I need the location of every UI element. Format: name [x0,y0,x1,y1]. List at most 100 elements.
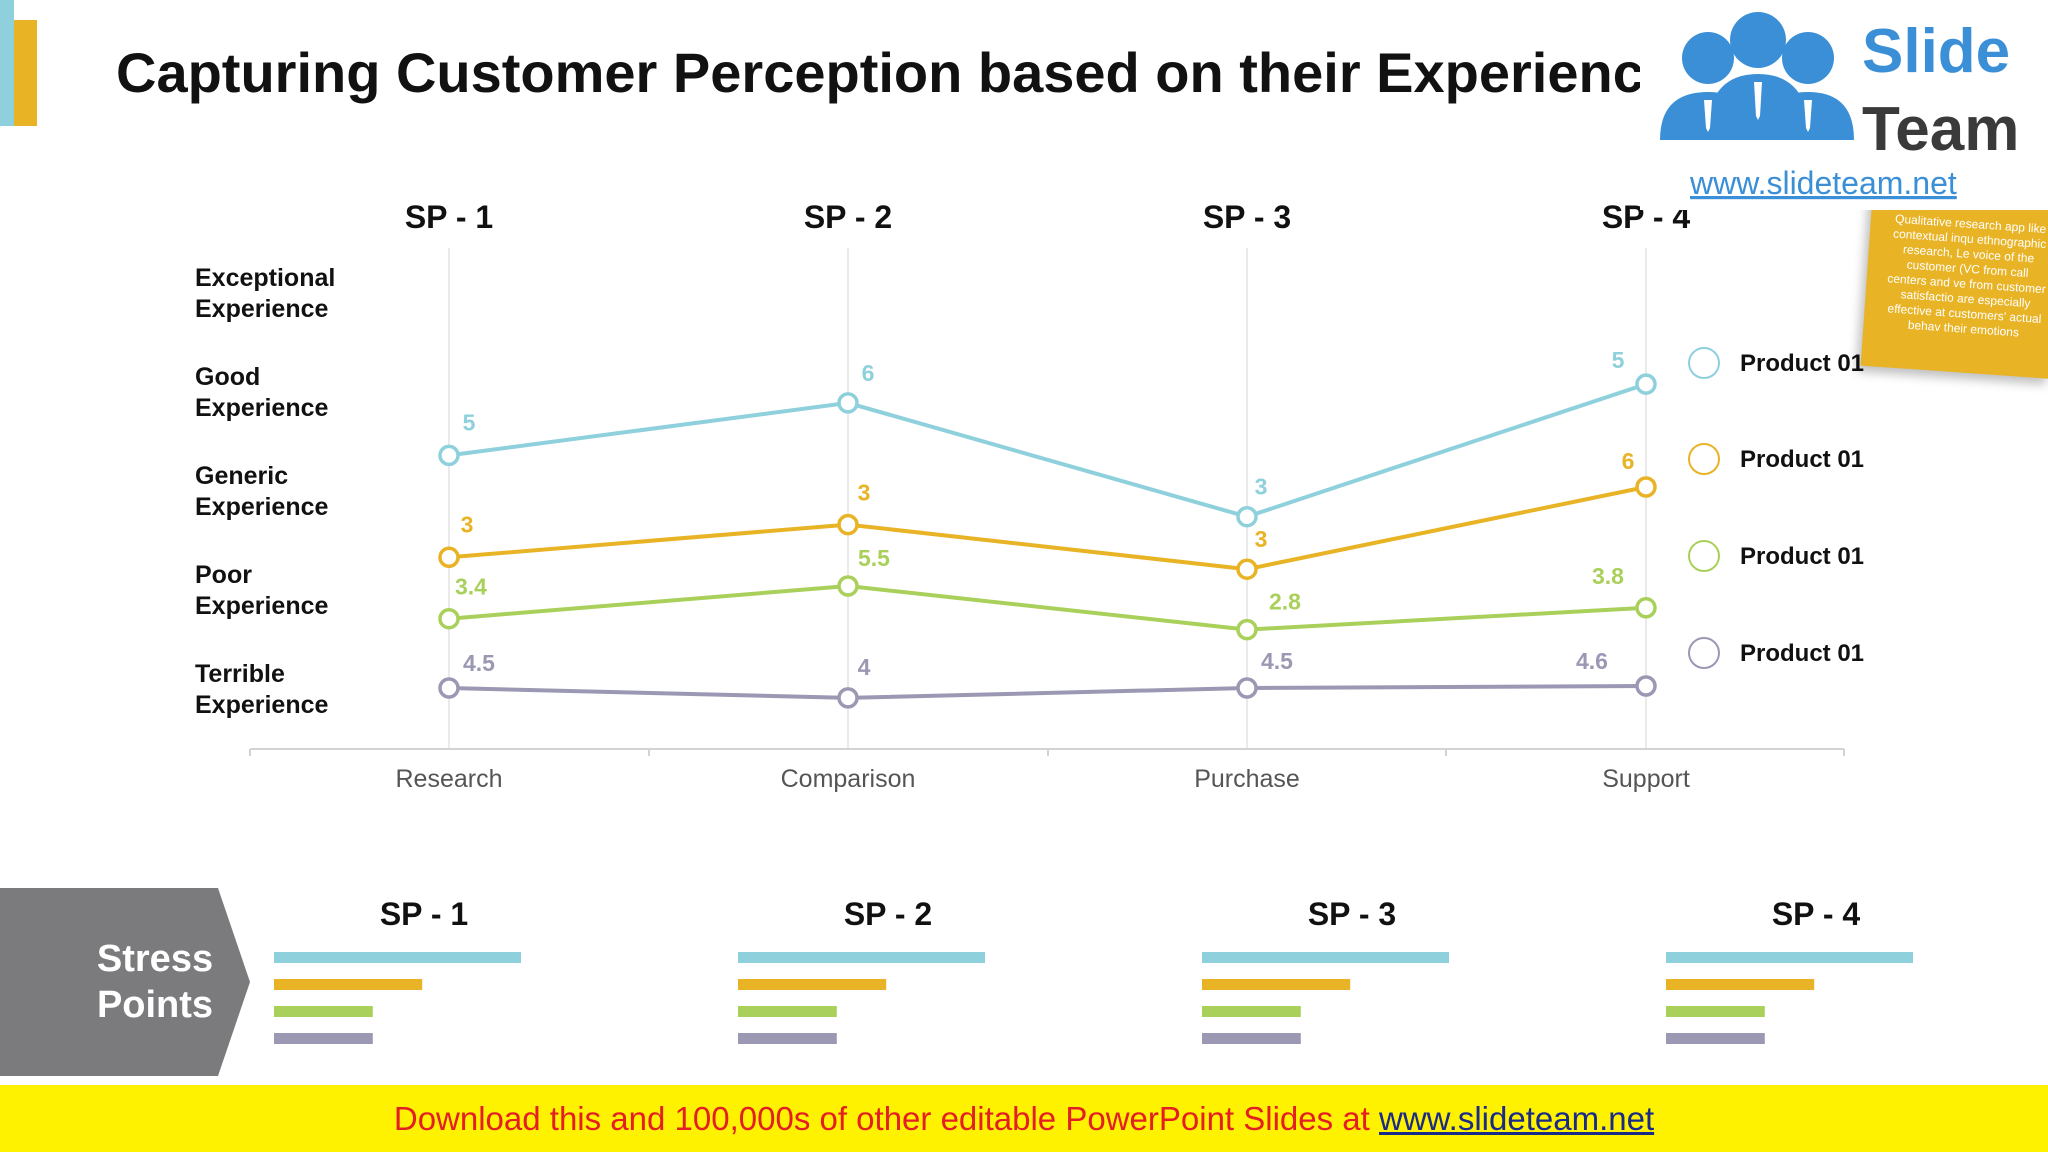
stress-bar-3-1 [1202,952,1449,963]
data-label-s1-4: 5 [1612,347,1625,373]
data-point-s3-3 [1236,618,1258,641]
data-label-s4-3: 4.5 [1261,648,1293,674]
download-banner: Download this and 100,000s of other edit… [0,1085,2048,1152]
y-level-label-part: Terrible [195,660,285,688]
y-level-label-3: Generic Experience [195,462,329,521]
y-level-label-part: Experience [195,493,329,521]
data-point-s2-4 [1635,476,1657,498]
logo-word-slide: Slide [1862,17,2010,86]
data-point-s2-2 [837,513,859,536]
data-point-s3-2 [837,575,859,597]
stress-bar-2-4 [738,1033,837,1044]
x-tick-label-3: Purchase [1194,765,1300,793]
legend-swatch-3 [1688,540,1720,572]
slide-title: Capturing Customer Perception based on t… [116,41,1676,104]
logo-url[interactable]: www.slideteam.net [1689,165,1957,201]
y-level-label-5: Terrible Experience [195,660,329,719]
legend-swatch-4 [1688,637,1720,669]
stress-bar-3-4 [1202,1033,1301,1044]
stage-header-1: SP - 1 [405,199,493,235]
stress-points-tag [0,888,250,1076]
y-level-label-part: Experience [195,394,329,422]
data-label-s2-1: 3 [461,511,474,537]
data-label-s2-4: 6 [1622,448,1635,474]
stress-bar-2-1 [738,952,985,963]
data-point-s4-1 [438,677,460,699]
x-tick-label-4: Support [1602,765,1690,793]
legend-swatch-1 [1688,347,1720,379]
legend-label-2: Product 01 [1740,446,1865,473]
data-label-s4-1: 4.5 [463,650,495,676]
banner-link[interactable]: www.slideteam.net [1379,1100,1655,1137]
data-point-s4-2 [837,687,859,709]
data-label-s1-1: 5 [463,409,476,435]
sticky-note-text: Qualitative research app like contextual… [1886,211,2047,340]
stress-bar-4-4 [1666,1033,1765,1044]
legend-label-3: Product 01 [1740,543,1865,570]
y-level-label-1: Exceptional Experience [195,264,335,323]
y-level-label-part: Good [195,363,260,391]
stress-bar-1-2 [274,979,423,990]
logo-word-team: Team [1862,95,2019,164]
data-label-s3-4: 3.8 [1592,563,1624,589]
stress-group-label-1: SP - 1 [380,896,468,932]
stress-points-label: Stress Points [70,936,240,1028]
stress-bar-1-4 [274,1033,373,1044]
y-level-label-part: Experience [195,592,329,620]
data-label-s2-3: 3 [1255,526,1268,552]
data-label-s3-1: 3.4 [455,574,487,600]
data-point-s1-4 [1635,373,1657,395]
stage-header-2: SP - 2 [804,199,892,235]
stress-bar-4-2 [1666,979,1815,990]
data-label-s4-2: 4 [858,654,871,680]
data-label-s3-3: 2.8 [1269,589,1301,615]
stress-bar-4-1 [1666,952,1913,963]
stage-header-3: SP - 3 [1203,199,1291,235]
y-level-label-4: Poor Experience [195,561,329,620]
x-tick-label-1: Research [396,765,503,793]
stress-group-label-4: SP - 4 [1772,896,1861,932]
y-level-label-2: Good Experience [195,363,329,422]
data-point-s2-1 [438,546,460,569]
data-point-s4-4 [1635,675,1657,697]
stress-bar-4-3 [1666,1006,1765,1017]
stress-label-line2: Points [96,984,214,1026]
series-line-2 [448,485,1647,572]
stress-bar-1-1 [274,952,521,963]
data-point-s1-3 [1236,505,1258,528]
banner-text: Download this and 100,000s of other edit… [393,1100,1379,1137]
legend-swatch-2 [1688,443,1720,475]
sticky-note: Qualitative research app like contextual… [1860,188,2048,379]
stress-bar-3-3 [1202,1006,1301,1017]
slideteam-logo[interactable]: Slide Team www.slideteam.net [1640,0,2048,210]
stress-bar-3-2 [1202,979,1351,990]
accent-bar-blue [0,0,14,126]
data-label-s1-2: 6 [862,360,875,386]
data-point-s3-4 [1635,597,1657,619]
data-label-s1-3: 3 [1255,474,1268,500]
data-point-s1-1 [438,444,460,467]
data-point-s2-3 [1236,558,1258,580]
series-line-3 [448,583,1647,632]
y-level-label-part: Exceptional [195,264,335,292]
data-point-s1-2 [837,392,859,414]
stress-label-line1: Stress [96,938,214,980]
accent-bar-gold [14,20,37,126]
data-point-s3-1 [438,607,460,630]
logo-graphic: Slide Team www.slideteam.net [1660,12,2019,201]
y-level-label-part: Experience [195,295,329,323]
stress-bar-2-2 [738,979,887,990]
data-point-s4-3 [1236,677,1258,699]
x-tick-label-2: Comparison [781,765,916,793]
stress-bar-2-3 [738,1006,837,1017]
legend-label-4: Product 01 [1740,640,1865,667]
y-level-label-part: Experience [195,691,329,719]
series-line-4 [448,684,1647,700]
stress-group-label-2: SP - 2 [844,896,932,932]
y-level-label-part: Poor [195,561,252,589]
stress-group-label-3: SP - 3 [1308,896,1396,932]
legend-label-1: Product 01 [1740,350,1865,377]
series-line-1 [448,382,1647,519]
data-label-s3-2: 5.5 [858,545,890,571]
